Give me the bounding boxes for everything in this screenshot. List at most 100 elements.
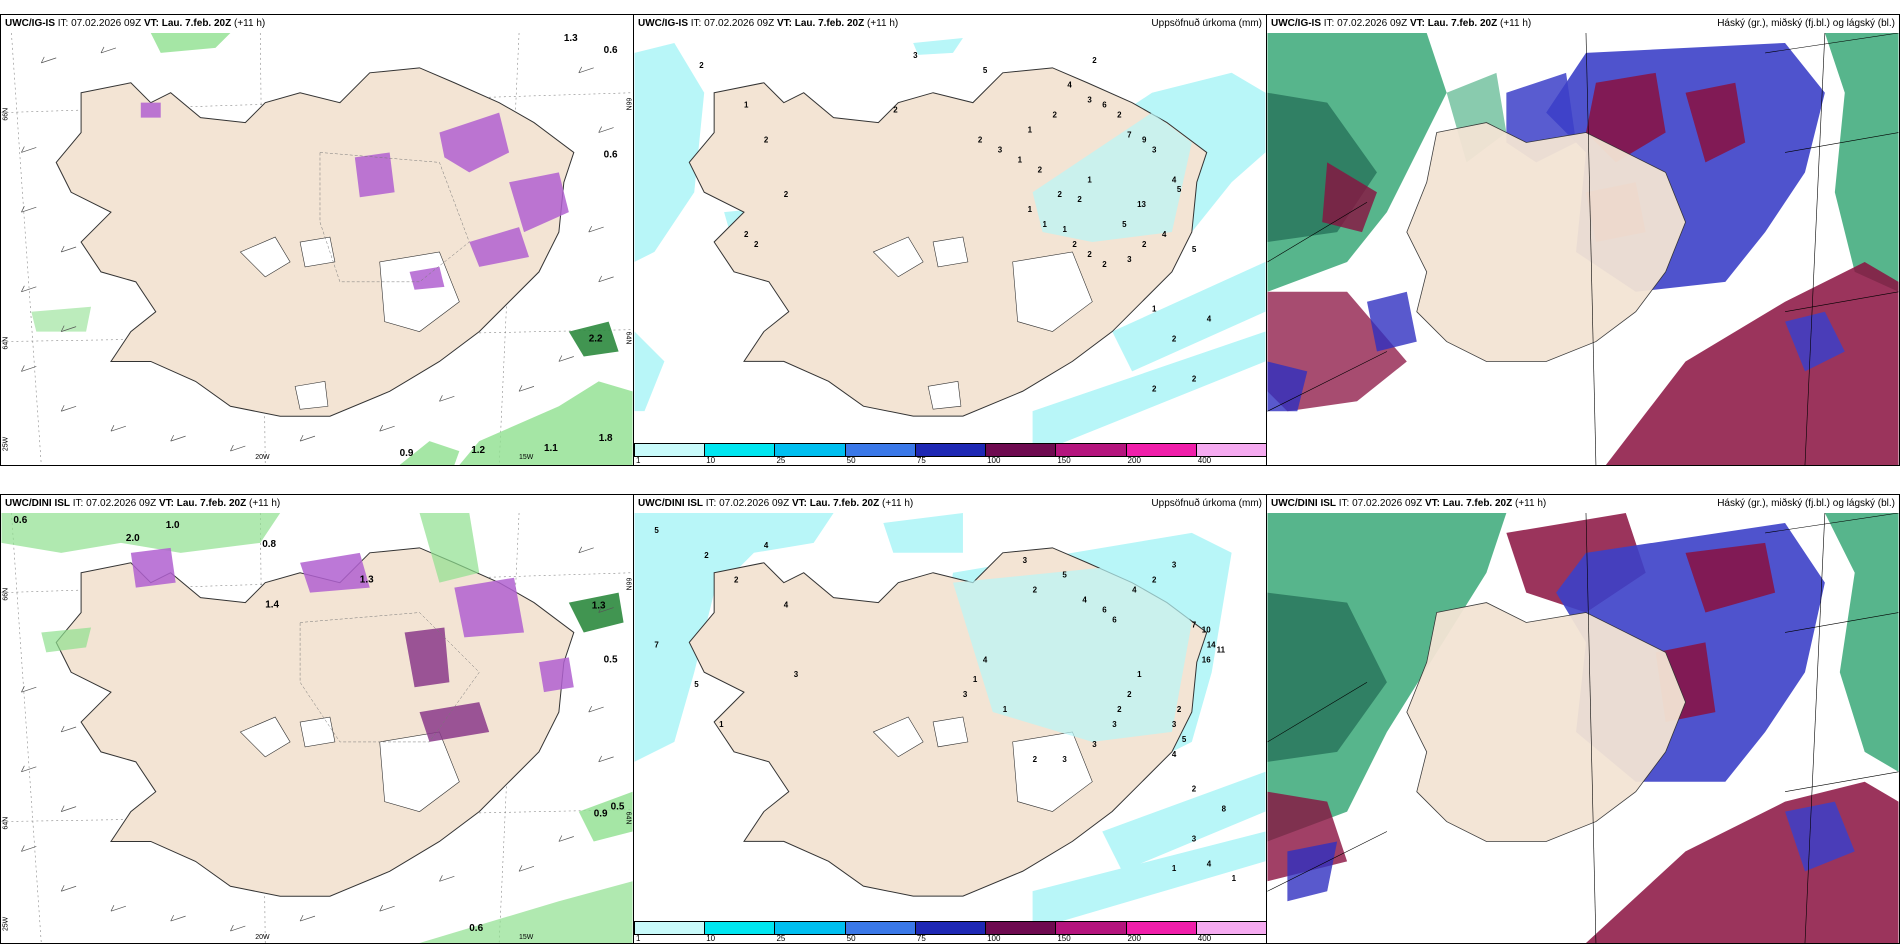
lead-time: (+11 h) <box>882 498 914 509</box>
value-label: 0.8 <box>262 539 276 550</box>
accum-value: 1 <box>1137 670 1142 679</box>
value-label: 1.3 <box>592 601 606 612</box>
legend-label: 100 <box>987 456 1001 465</box>
accum-value: 2 <box>1072 240 1077 249</box>
model-name: UWC/IG-IS <box>638 18 688 29</box>
valid-time: VT: Lau. 7.feb. 20Z <box>776 18 865 29</box>
model-name: UWC/DINI ISL <box>5 498 70 509</box>
legend-swatch <box>1195 921 1266 935</box>
lat-label: 64N <box>625 812 632 825</box>
accum-numbers: 2521243222236279345135423111222123122122… <box>699 51 1212 393</box>
panel-header: UWC/DINI ISL IT: 07.02.2026 09Z VT: Lau.… <box>1 495 633 513</box>
legend-swatch <box>1055 443 1127 457</box>
value-label: 1.2 <box>471 445 485 456</box>
panel-dini-accum: UWC/DINI ISL IT: 07.02.2026 09Z VT: Lau.… <box>633 494 1267 944</box>
accum-value: 2 <box>784 190 789 199</box>
accum-value: 3 <box>998 145 1003 154</box>
wind-barbs <box>21 46 614 452</box>
accum-value: 6 <box>1112 615 1117 624</box>
lat-label: 66N <box>625 578 632 591</box>
accum-value: 2 <box>704 551 709 560</box>
land-iceland <box>1406 602 1686 842</box>
accum-value: 4 <box>764 541 769 550</box>
value-label: 0.9 <box>594 809 608 820</box>
panel-title: Uppsöfnuð úrkoma (mm) <box>1151 18 1262 29</box>
legend-label: 1 <box>636 934 641 943</box>
lat-label: 64N <box>625 332 632 345</box>
value-label: 2.0 <box>126 533 140 544</box>
accum-value: 3 <box>1092 740 1097 749</box>
accum-value: 10 <box>1202 625 1211 634</box>
value-label: 0.6 <box>13 515 27 526</box>
accum-value: 2 <box>893 106 898 115</box>
panel-header: UWC/IG-IS IT: 07.02.2026 09Z VT: Lau. 7.… <box>1267 15 1899 33</box>
lat-label: 66N <box>625 98 632 111</box>
accum-value: 5 <box>694 680 699 689</box>
accum-value: 5 <box>1062 571 1067 580</box>
accum-value: 2 <box>1172 334 1177 343</box>
accum-value: 2 <box>1142 240 1147 249</box>
lon-label: 20W <box>255 454 270 461</box>
model-name: UWC/DINI ISL <box>1271 498 1336 509</box>
map-cloud <box>1267 513 1899 943</box>
value-label: 0.5 <box>604 654 618 665</box>
accum-value: 4 <box>1172 175 1177 184</box>
valid-time: VT: Lau. 7.feb. 20Z <box>791 498 880 509</box>
accum-value: 2 <box>1038 165 1043 174</box>
accum-value: 7 <box>1127 130 1132 139</box>
legend-label: 200 <box>1127 456 1141 465</box>
wind-barbs <box>21 546 614 932</box>
grid-lines <box>1267 513 1899 943</box>
init-time: IT: 07.02.2026 09Z <box>57 18 142 29</box>
lon-label: 20W <box>255 934 270 941</box>
accum-value: 3 <box>1087 96 1092 105</box>
valid-time: VT: Lau. 7.feb. 20Z <box>1424 498 1513 509</box>
legend-swatch <box>844 921 916 935</box>
accum-value: 5 <box>983 66 988 75</box>
lat-label: 64N <box>2 817 9 830</box>
accum-value: 4 <box>1132 586 1137 595</box>
accum-value: 2 <box>754 240 759 249</box>
legend-swatch <box>634 443 706 457</box>
panel-title: Háský (gr.), miðský (fj.bl.) og lágský (… <box>1717 498 1895 509</box>
accum-value: 2 <box>1057 190 1062 199</box>
accum-value: 4 <box>1207 315 1212 324</box>
lead-time: (+11 h) <box>867 18 899 29</box>
accum-value: 1 <box>744 101 749 110</box>
legend-label: 50 <box>846 934 856 943</box>
legend-label: 150 <box>1057 456 1071 465</box>
legend-label: 400 <box>1197 934 1212 943</box>
lon-label: 15W <box>519 454 534 461</box>
legend-label: 25 <box>776 456 786 465</box>
accum-value: 4 <box>1162 230 1167 239</box>
accum-value: 1 <box>1062 225 1067 234</box>
accum-value: 7 <box>654 640 659 649</box>
accum-value: 2 <box>1177 705 1182 714</box>
accum-value: 2 <box>1117 111 1122 120</box>
value-label: 2.2 <box>589 334 603 345</box>
accum-value: 3 <box>1192 834 1197 843</box>
accum-value: 2 <box>1152 384 1157 393</box>
accum-value: 1 <box>973 675 978 684</box>
lat-label: 66N <box>2 108 9 121</box>
legend-swatch <box>914 921 987 935</box>
accum-value: 5 <box>1192 245 1197 254</box>
init-time: IT: 07.02.2026 09Z <box>705 498 790 509</box>
accum-value: 8 <box>1222 805 1227 814</box>
accum-value: 3 <box>1127 255 1132 264</box>
accum-value: 4 <box>784 601 789 610</box>
color-legend: 1 10 25 50 75 100 150 200 400 <box>634 921 1266 943</box>
accum-value: 2 <box>1033 586 1038 595</box>
accum-value: 13 <box>1137 200 1146 209</box>
lon-label: 25W <box>2 436 9 451</box>
map-svg <box>1267 513 1899 943</box>
legend-label: 200 <box>1127 934 1141 943</box>
model-name: UWC/IG-IS <box>5 18 55 29</box>
legend-swatch <box>774 443 846 457</box>
valid-time: VT: Lau. 7.feb. 20Z <box>143 18 232 29</box>
legend-label: 50 <box>846 456 856 465</box>
map-precip-wind: 1.3 0.6 0.6 2.2 0.9 1.2 1.1 1.8 66N 64N … <box>1 33 633 465</box>
legend-swatch <box>1055 921 1127 935</box>
lead-time: (+11 h) <box>234 18 266 29</box>
color-legend: 1 10 25 50 75 100 150 200 400 <box>634 443 1266 465</box>
